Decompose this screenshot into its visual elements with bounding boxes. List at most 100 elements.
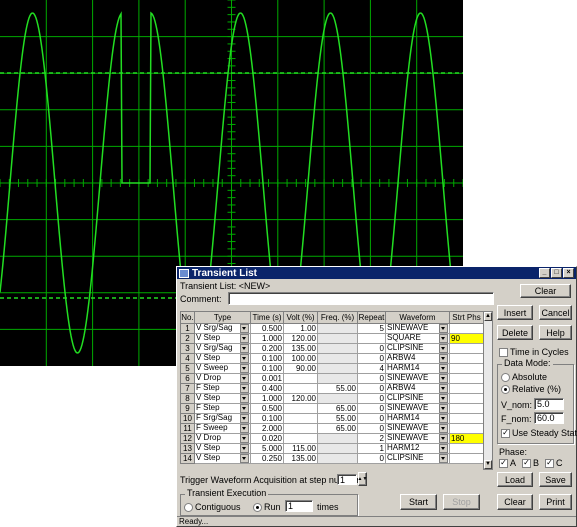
volt-cell[interactable]: 120.00 bbox=[283, 393, 318, 404]
stop-button[interactable]: Stop bbox=[443, 494, 480, 510]
row-number-cell[interactable]: 13 bbox=[180, 443, 195, 454]
start-phase-cell[interactable] bbox=[449, 423, 484, 434]
waveform-cell[interactable]: CLIPSINE bbox=[385, 393, 450, 404]
repeat-cell[interactable]: 0 bbox=[357, 403, 386, 414]
column-header[interactable]: Type bbox=[194, 311, 251, 324]
start-phase-cell[interactable] bbox=[449, 353, 484, 364]
dropdown-arrow-icon[interactable] bbox=[439, 364, 448, 373]
time-in-cycles-box[interactable] bbox=[499, 348, 508, 358]
waveform-cell[interactable]: SINEWAVE bbox=[385, 433, 450, 444]
repeat-cell[interactable]: 0 bbox=[357, 453, 386, 464]
run-radio[interactable]: Run bbox=[253, 502, 281, 513]
table-scrollbar[interactable]: ▲ ▼ bbox=[483, 311, 493, 470]
dropdown-arrow-icon[interactable] bbox=[240, 454, 249, 463]
dropdown-arrow-icon[interactable] bbox=[439, 354, 448, 363]
start-phase-cell[interactable] bbox=[449, 383, 484, 394]
time-cell[interactable]: 0.250 bbox=[250, 453, 284, 464]
insert-button[interactable]: Insert bbox=[497, 305, 533, 320]
phase-b-box[interactable]: ✓ bbox=[522, 458, 531, 469]
phase-c-checkbox[interactable]: ✓ C bbox=[545, 458, 563, 469]
waveform-cell[interactable]: HARM14 bbox=[385, 413, 450, 424]
relative-radio-button[interactable] bbox=[501, 385, 510, 395]
freq-cell[interactable] bbox=[317, 433, 358, 444]
save-button[interactable]: Save bbox=[539, 472, 572, 487]
freq-cell[interactable] bbox=[317, 353, 358, 364]
waveform-cell[interactable]: SINEWAVE bbox=[385, 423, 450, 434]
table-row[interactable]: 6 V Drop 0.001 0 SINEWAVE bbox=[180, 373, 484, 384]
dropdown-arrow-icon[interactable] bbox=[439, 434, 448, 443]
volt-cell[interactable] bbox=[283, 383, 318, 394]
start-phase-cell[interactable] bbox=[449, 363, 484, 374]
dropdown-arrow-icon[interactable] bbox=[240, 444, 249, 453]
f-nom-input[interactable]: 60.0 bbox=[534, 412, 564, 424]
row-number-cell[interactable]: 4 bbox=[180, 353, 195, 364]
volt-cell[interactable]: 115.00 bbox=[283, 443, 318, 454]
volt-cell[interactable] bbox=[283, 413, 318, 424]
row-number-cell[interactable]: 11 bbox=[180, 423, 195, 434]
row-number-cell[interactable]: 2 bbox=[180, 333, 195, 344]
contiguous-radio[interactable]: Contiguous bbox=[184, 502, 241, 513]
print-button[interactable]: Print bbox=[539, 494, 572, 510]
waveform-cell[interactable]: SQUARE bbox=[385, 333, 450, 344]
volt-cell[interactable]: 120.00 bbox=[283, 333, 318, 344]
volt-cell[interactable] bbox=[283, 433, 318, 444]
scroll-down-arrow[interactable]: ▼ bbox=[484, 460, 492, 469]
dropdown-arrow-icon[interactable] bbox=[240, 424, 249, 433]
start-phase-cell[interactable]: 90 bbox=[449, 333, 484, 344]
table-row[interactable]: 3 V Srg/Sag 0.200 135.00 0 CLIPSINE bbox=[180, 343, 484, 354]
time-cell[interactable]: 0.500 bbox=[250, 323, 284, 334]
dropdown-arrow-icon[interactable] bbox=[439, 454, 448, 463]
column-header[interactable]: Volt (%) bbox=[283, 311, 318, 324]
type-cell[interactable]: F Sweep bbox=[194, 423, 251, 434]
comment-input[interactable] bbox=[228, 292, 494, 305]
repeat-cell[interactable]: 0 bbox=[357, 383, 386, 394]
column-header[interactable]: No. bbox=[180, 311, 195, 324]
repeat-cell[interactable]: 1 bbox=[357, 443, 386, 454]
column-header[interactable]: Time (s) bbox=[250, 311, 284, 324]
repeat-cell[interactable]: 5 bbox=[357, 323, 386, 334]
type-cell[interactable]: V Step bbox=[194, 393, 251, 404]
type-cell[interactable]: V Step bbox=[194, 453, 251, 464]
row-number-cell[interactable]: 5 bbox=[180, 363, 195, 374]
freq-cell[interactable] bbox=[317, 323, 358, 334]
dropdown-arrow-icon[interactable] bbox=[439, 404, 448, 413]
volt-cell[interactable]: 135.00 bbox=[283, 453, 318, 464]
table-row[interactable]: 9 F Step 0.500 65.00 0 SINEWAVE bbox=[180, 403, 484, 414]
repeat-cell[interactable]: 0 bbox=[357, 353, 386, 364]
time-cell[interactable]: 0.020 bbox=[250, 433, 284, 444]
type-cell[interactable]: V Drop bbox=[194, 433, 251, 444]
load-button[interactable]: Load bbox=[497, 472, 533, 487]
type-cell[interactable]: V Sweep bbox=[194, 363, 251, 374]
dropdown-arrow-icon[interactable] bbox=[240, 374, 249, 383]
repeat-cell[interactable]: 0 bbox=[357, 423, 386, 434]
time-cell[interactable]: 0.400 bbox=[250, 383, 284, 394]
time-cell[interactable]: 0.001 bbox=[250, 373, 284, 384]
use-steady-state-box[interactable]: ✓ bbox=[501, 428, 510, 439]
table-row[interactable]: 12 V Drop 0.020 2 SINEWAVE 180 bbox=[180, 433, 484, 444]
cancel-button[interactable]: Cancel bbox=[539, 305, 572, 320]
time-cell[interactable]: 1.000 bbox=[250, 393, 284, 404]
dropdown-arrow-icon[interactable] bbox=[439, 334, 448, 343]
v-nom-input[interactable]: 5.0 bbox=[534, 398, 564, 410]
column-header[interactable]: Waveform bbox=[385, 311, 450, 324]
repeat-cell[interactable]: 0 bbox=[357, 343, 386, 354]
start-phase-cell[interactable] bbox=[449, 413, 484, 424]
row-number-cell[interactable]: 10 bbox=[180, 413, 195, 424]
phase-c-box[interactable]: ✓ bbox=[545, 458, 554, 469]
freq-cell[interactable] bbox=[317, 373, 358, 384]
dropdown-arrow-icon[interactable] bbox=[439, 374, 448, 383]
phase-a-box[interactable]: ✓ bbox=[499, 458, 508, 469]
waveform-cell[interactable]: SINEWAVE bbox=[385, 403, 450, 414]
freq-cell[interactable] bbox=[317, 333, 358, 344]
volt-cell[interactable] bbox=[283, 423, 318, 434]
type-cell[interactable]: F Srg/Sag bbox=[194, 413, 251, 424]
phase-a-checkbox[interactable]: ✓ A bbox=[499, 458, 517, 469]
time-cell[interactable]: 1.000 bbox=[250, 333, 284, 344]
clear-top-button[interactable]: Clear bbox=[520, 284, 571, 298]
row-number-cell[interactable]: 6 bbox=[180, 373, 195, 384]
start-phase-cell[interactable]: 180 bbox=[449, 433, 484, 444]
freq-cell[interactable] bbox=[317, 343, 358, 354]
type-cell[interactable]: V Drop bbox=[194, 373, 251, 384]
type-cell[interactable]: V Step bbox=[194, 443, 251, 454]
dropdown-arrow-icon[interactable] bbox=[439, 384, 448, 393]
